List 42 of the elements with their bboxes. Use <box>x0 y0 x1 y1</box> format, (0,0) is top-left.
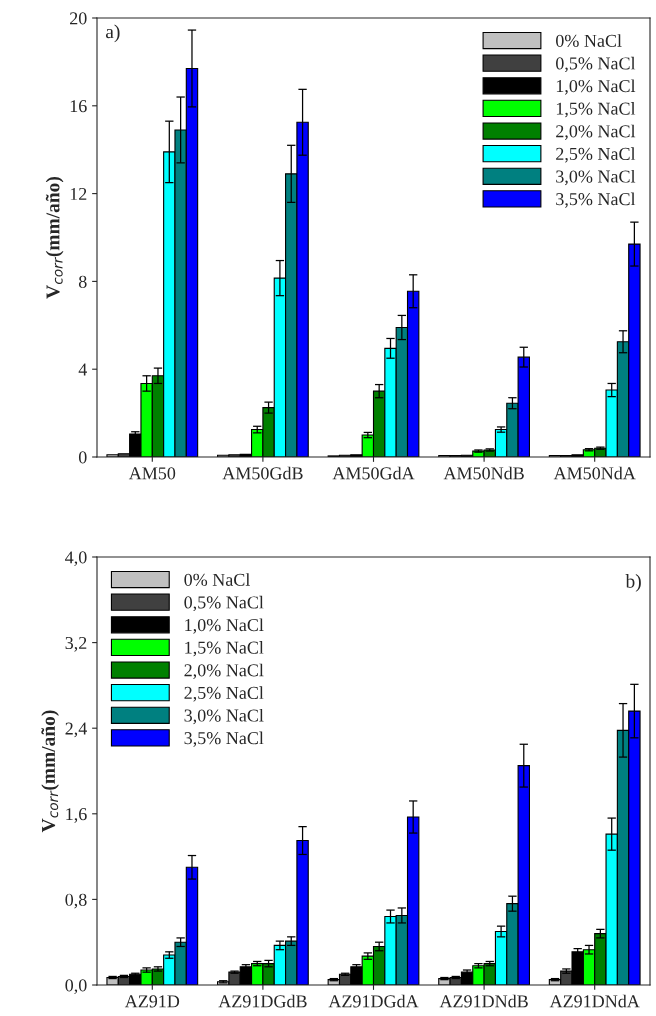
legend-label: 3,0% NaCl <box>184 708 264 725</box>
x-tick-label: AZ91DGdB <box>218 994 307 1008</box>
x-tick-label: AM50GdB <box>222 466 303 480</box>
legend-label: 1,5% NaCl <box>185 641 264 657</box>
y-tick-label: 0,8 <box>65 893 87 909</box>
x-tick-label: AM50GdA <box>332 466 415 480</box>
legend-label: 1,0% NaCl <box>185 618 264 634</box>
y-tick-label: 8 <box>78 275 87 288</box>
y-tick-label: 12 <box>70 187 87 200</box>
annotation: a) <box>105 24 120 43</box>
legend-label: 3,0% NaCl <box>556 169 636 186</box>
legend-label: 3,5% NaCl <box>556 192 636 208</box>
legend-label: 0,5% NaCl <box>184 595 264 612</box>
y-tick-label: 16 <box>70 100 87 113</box>
x-tick-label: AM50NdA <box>553 466 636 480</box>
legend-label: 3,5% NaCl <box>184 731 264 747</box>
legend-label: 2,5% NaCl <box>184 686 264 702</box>
x-tick-label: AZ91DGdA <box>328 994 419 1008</box>
y-axis-title: V$_{corr}$(mm/año) <box>41 710 59 833</box>
legend-label: 2,0% NaCl <box>556 124 636 140</box>
annotation: b) <box>625 574 641 592</box>
y-tick-label: 2,4 <box>65 722 87 738</box>
y-tick-label: 3,2 <box>65 636 87 652</box>
x-tick-label: AZ91DNdB <box>439 994 528 1008</box>
legend-label: 2,5% NaCl <box>556 147 636 163</box>
y-tick-label: 4,0 <box>65 551 87 567</box>
y-tick-label: 1,6 <box>66 808 87 823</box>
y-tick-label: 20 <box>70 12 87 25</box>
x-tick-label: AZ91D <box>124 995 180 1008</box>
x-tick-label: AM50NdB <box>443 466 524 480</box>
y-tick-label: 0 <box>78 451 87 464</box>
legend-label: 1,5% NaCl <box>556 102 636 118</box>
legend-label: 0,5% NaCl <box>556 56 636 73</box>
y-axis-title: V$_{corr}$(mm/año) <box>45 177 64 299</box>
legend-label: 0% NaCl <box>556 34 622 47</box>
x-tick-label: AZ91DNdA <box>549 994 640 1008</box>
legend-label: 1,0% NaCl <box>556 79 636 95</box>
x-tick-label: AM50 <box>128 467 176 480</box>
legend-label: 2,0% NaCl <box>184 663 264 679</box>
y-tick-label: 0,0 <box>65 979 87 995</box>
y-tick-label: 4 <box>78 363 87 376</box>
legend-label: 0% NaCl <box>184 573 250 586</box>
